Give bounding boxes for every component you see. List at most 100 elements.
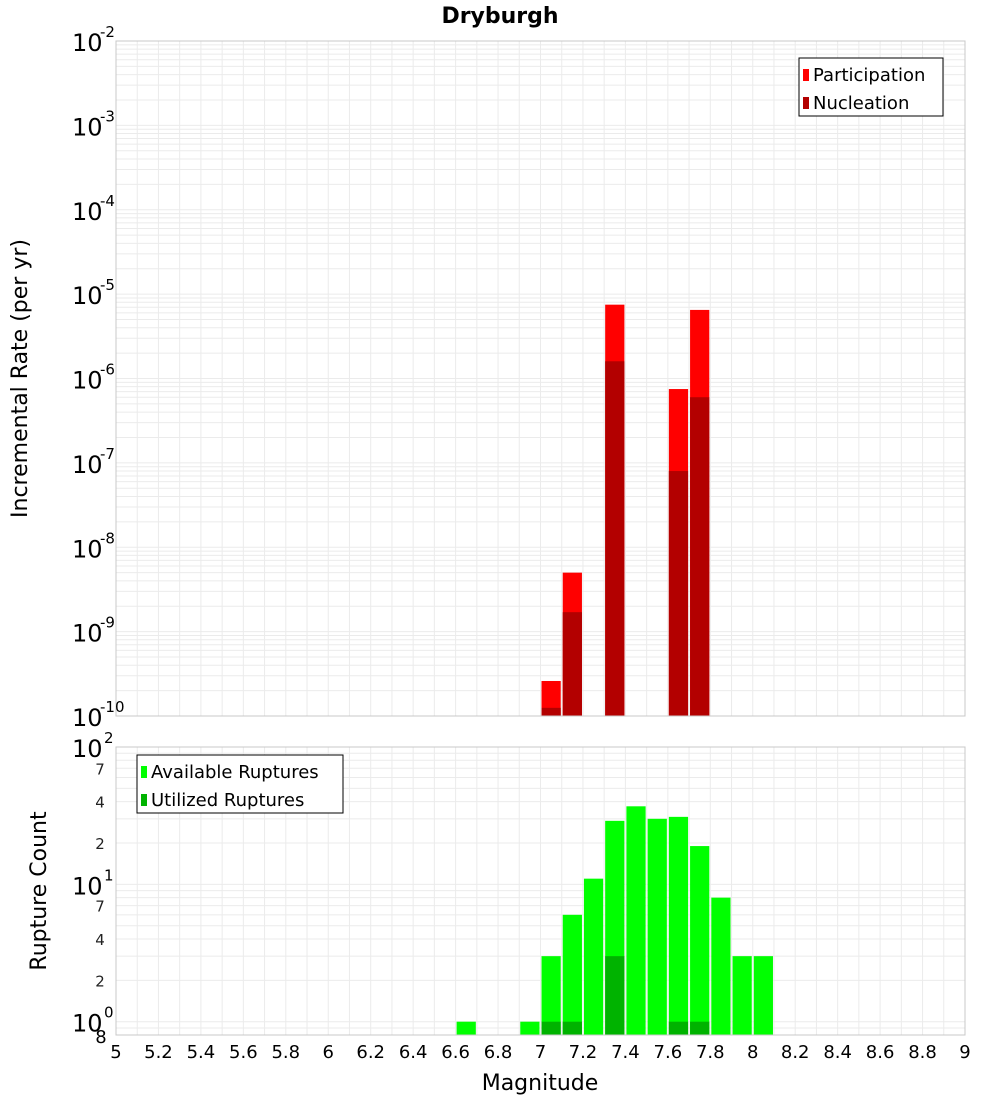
x-tick-label: 8.2 [781, 1042, 810, 1063]
x-tick-label: 5.4 [187, 1042, 216, 1063]
bar [562, 914, 582, 1035]
y-tick-exponent: 0 [104, 1004, 114, 1022]
y-tick-base: 10 [72, 29, 103, 57]
y-tick-label: 10-9 [72, 614, 115, 648]
bar [583, 878, 604, 1035]
legend-swatch [803, 69, 809, 81]
y-minor-tick-label: 7 [95, 760, 105, 778]
x-tick-label: 5.2 [144, 1042, 173, 1063]
bar [753, 956, 773, 1035]
x-tick-label: 9 [959, 1042, 970, 1063]
legend-label: Participation [813, 65, 925, 86]
x-tick-label: 6.2 [356, 1042, 385, 1063]
y-tick-exponent: -10 [100, 698, 125, 716]
bar [541, 1021, 561, 1035]
bar [520, 1021, 540, 1035]
x-tick-label: 7.4 [611, 1042, 640, 1063]
legend-item: Utilized Ruptures [141, 790, 304, 811]
bar [456, 1021, 476, 1035]
y-tick-base: 10 [72, 367, 103, 395]
y-tick-exponent: -7 [100, 445, 115, 463]
x-tick-label: 6.4 [399, 1042, 428, 1063]
bar [541, 680, 561, 716]
y-tick-exponent: -4 [100, 192, 115, 210]
y-minor-tick-label: 2 [95, 835, 105, 853]
plot-frame [115, 746, 966, 1036]
x-tick-label: 8.8 [908, 1042, 937, 1063]
bar [732, 956, 752, 1035]
x-tick-label: 6.8 [484, 1042, 513, 1063]
y-tick-label: 10-4 [72, 192, 115, 226]
y-minor-tick-label: 4 [95, 931, 105, 949]
bar [668, 816, 689, 1035]
bar [668, 1021, 689, 1035]
legend-swatch [803, 97, 809, 109]
x-axis-ticks: 5 5.2 5.4 5.6 5.8 6 6.2 6.4 6.6 6.8 7 7.2 7.4 7.6 7.8 8… [110, 1042, 970, 1063]
bar [668, 471, 689, 716]
y-axis-title: Incremental Rate (per yr) [8, 239, 33, 518]
y-minor-tick-label: 4 [95, 794, 105, 812]
x-tick-label: 6.6 [441, 1042, 470, 1063]
bar [647, 818, 667, 1035]
bar [690, 1021, 710, 1035]
y-tick-base: 10 [72, 282, 103, 310]
y-tick-exponent: -2 [100, 23, 115, 41]
y-tick-label: 10 2 [72, 729, 114, 763]
legend-label: Available Ruptures [151, 762, 319, 783]
legend-swatch [141, 766, 147, 778]
bar [562, 612, 582, 716]
x-tick-label: 8.4 [823, 1042, 852, 1063]
y-minor-tick-label: 2 [95, 972, 105, 990]
bar [541, 956, 561, 1035]
x-tick-label: 8 [747, 1042, 758, 1063]
legend-item: Participation [803, 65, 925, 86]
x-tick-label: 7 [535, 1042, 546, 1063]
bar [541, 707, 561, 716]
x-tick-label: 6 [323, 1042, 334, 1063]
bar [605, 361, 625, 716]
y-tick-exponent: -5 [100, 276, 115, 294]
y-tick-label: 10-3 [72, 107, 115, 141]
y-tick-exponent: 2 [104, 729, 114, 747]
y-tick-base: 10 [72, 620, 103, 648]
bar [562, 1021, 582, 1035]
bar [605, 956, 625, 1035]
x-tick-label: 5.8 [271, 1042, 300, 1063]
y-tick-exponent: -9 [100, 614, 115, 632]
x-axis-title: Magnitude [482, 1071, 599, 1096]
x-tick-label: 5 [110, 1042, 121, 1063]
y-tick-label: 10-10 [72, 698, 125, 732]
rate-panel: 10-1010-910-810-710-610-510-410-310-2Inc… [8, 23, 966, 732]
legend-label: Utilized Ruptures [151, 790, 304, 811]
y-tick-label: 10-5 [72, 276, 115, 310]
bar [690, 397, 710, 716]
x-tick-label: 7.6 [654, 1042, 683, 1063]
x-tick-label: 7.2 [569, 1042, 598, 1063]
y-tick-exponent: -3 [100, 107, 115, 125]
bar [690, 846, 710, 1035]
plot-frame [115, 40, 966, 717]
y-minor-tick-label: 7 [95, 898, 105, 916]
y-tick-base: 10 [72, 735, 103, 763]
legend-label: Nucleation [813, 93, 909, 114]
y-tick-label: 10-6 [72, 361, 115, 395]
legend: Available Ruptures Utilized Ruptures [136, 754, 344, 814]
bar [626, 806, 646, 1035]
legend-box [136, 754, 344, 814]
y-tick-base: 10 [72, 1010, 103, 1038]
chart-title: Dryburgh [441, 4, 558, 29]
y-tick-base: 10 [72, 535, 103, 563]
y-tick-exponent: -8 [100, 529, 115, 547]
y-tick-base: 10 [72, 704, 103, 732]
y-tick-exponent: 1 [104, 866, 114, 884]
y-tick-label: 10 0 [72, 1004, 114, 1038]
legend: Participation Nucleation [798, 57, 944, 117]
y-tick-label: 10 1 [72, 866, 114, 900]
legend-box [798, 57, 944, 117]
y-tick-base: 10 [72, 113, 103, 141]
legend-swatch [141, 794, 147, 806]
